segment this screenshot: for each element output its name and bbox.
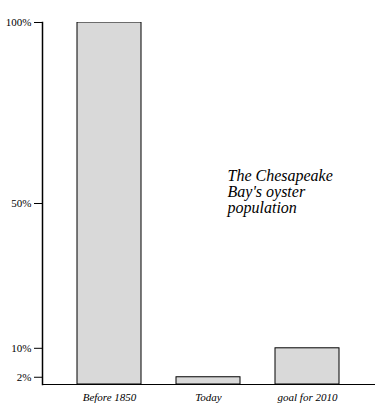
svg-text:2%: 2% bbox=[17, 371, 32, 383]
svg-text:Today: Today bbox=[195, 391, 222, 403]
svg-text:100%: 100% bbox=[6, 16, 32, 28]
svg-text:50%: 50% bbox=[11, 197, 31, 209]
svg-text:goal for 2010: goal for 2010 bbox=[278, 391, 338, 403]
svg-text:The ChesapeakeBay's oysterpopu: The ChesapeakeBay's oysterpopulation bbox=[227, 167, 333, 217]
svg-text:Before 1850: Before 1850 bbox=[83, 391, 137, 403]
svg-text:10%: 10% bbox=[11, 342, 31, 354]
